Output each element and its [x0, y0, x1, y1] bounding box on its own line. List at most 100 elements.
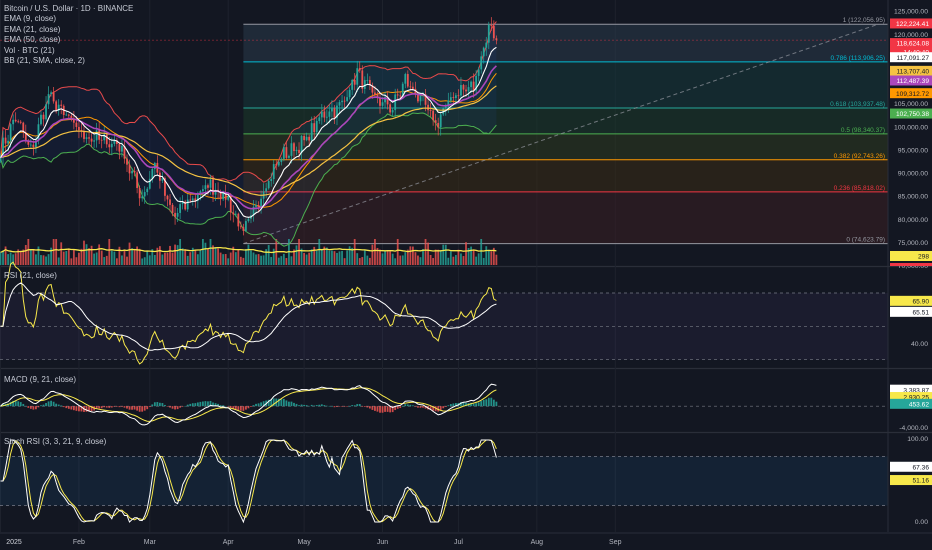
candle-body — [379, 97, 381, 106]
macd-histogram-bar — [113, 406, 116, 407]
macd-histogram-bar — [17, 401, 20, 407]
candle-body — [204, 185, 207, 190]
time-axis-label: May — [297, 539, 311, 546]
macd-histogram-bar — [325, 405, 328, 407]
volume-bar — [72, 249, 75, 265]
macd-histogram-bar — [250, 406, 252, 407]
macd-histogram-bar — [35, 406, 37, 410]
stoch-tag-text: 67.36 — [912, 464, 929, 471]
volume-bar — [22, 249, 25, 265]
candle-body — [272, 164, 275, 180]
volume-bar — [151, 249, 154, 265]
candle-body — [164, 178, 166, 196]
macd-histogram-bar — [396, 406, 399, 409]
macd-histogram-bar — [156, 402, 159, 407]
macd-histogram-bar — [452, 403, 455, 407]
macd-histogram-bar — [60, 405, 63, 407]
price-tag-text: 117,091.27 — [896, 55, 929, 62]
candle-body — [470, 81, 472, 88]
volume-bar — [490, 251, 493, 265]
fib-zone — [243, 191, 888, 244]
fib-zone — [243, 159, 888, 192]
candle-body — [260, 198, 262, 208]
volume-bar — [176, 245, 179, 265]
macd-histogram-bar — [310, 404, 313, 407]
indicator-ema50[interactable]: EMA (50, close) — [4, 35, 61, 45]
volume-bar — [108, 239, 111, 265]
volume-bar — [153, 254, 156, 265]
indicator-ema9[interactable]: EMA (9, close) — [4, 14, 57, 24]
macd-histogram-bar — [75, 406, 78, 411]
candle-body — [366, 80, 369, 81]
volume-tag-stub — [890, 263, 932, 266]
volume-bar — [2, 250, 4, 265]
macd-histogram-bar — [492, 399, 495, 407]
macd-histogram-bar — [298, 405, 300, 407]
indicator-volume[interactable]: Vol · BTC (21) — [4, 45, 55, 55]
macd-histogram-bar — [333, 406, 336, 408]
volume-bar — [55, 239, 58, 265]
macd-histogram-bar — [222, 405, 225, 407]
candle-body — [492, 25, 495, 39]
volume-bar — [255, 254, 257, 265]
candle-body — [42, 114, 45, 120]
volume-bar — [105, 255, 108, 265]
macd-histogram-bar — [176, 406, 179, 410]
candle-body — [40, 114, 42, 125]
macd-histogram-bar — [305, 405, 308, 407]
macd-histogram-bar — [389, 406, 392, 413]
volume-bar — [98, 244, 101, 265]
macd-histogram-bar — [277, 398, 280, 407]
macd-histogram-bar — [214, 403, 217, 407]
candle-body — [90, 138, 93, 142]
rsi-ma-line — [0, 282, 497, 351]
candle-body — [245, 221, 247, 231]
macd-histogram-bar — [447, 405, 450, 407]
volume-bar — [179, 239, 182, 265]
volume-bar — [338, 251, 341, 265]
macd-histogram-bar — [343, 406, 346, 407]
volume-bar — [409, 246, 412, 265]
candle-body — [95, 130, 98, 141]
volume-bar — [196, 254, 199, 265]
macd-histogram-bar — [422, 406, 424, 408]
fib-level-label: 1 (122,056.95) — [843, 17, 885, 24]
candle-body — [29, 144, 32, 146]
candle-body — [207, 185, 209, 188]
macd-histogram-bar — [444, 406, 447, 407]
volume-bar — [202, 239, 204, 265]
candle-body — [191, 198, 194, 201]
macd-pane-label[interactable]: MACD (9, 21, close) — [4, 375, 77, 384]
macd-histogram-bar — [290, 401, 293, 407]
candle-body — [100, 139, 103, 141]
indicator-ema21[interactable]: EMA (21, close) — [4, 24, 61, 34]
candle-body — [17, 121, 20, 123]
rsi-pane-label[interactable]: RSI (21, close) — [4, 271, 57, 280]
indicator-bollinger[interactable]: BB (21, SMA, close, 2) — [4, 56, 85, 66]
macd-histogram-bar — [442, 406, 445, 409]
volume-bar — [305, 254, 308, 265]
volume-bar — [290, 256, 293, 265]
volume-bar — [320, 248, 323, 265]
candle-body — [300, 135, 303, 153]
macd-histogram-bar — [42, 404, 45, 407]
volume-bar — [389, 251, 392, 265]
stoch-pane-label[interactable]: Stoch RSI (3, 3, 21, 9, close) — [4, 437, 107, 446]
volume-bar — [148, 255, 151, 265]
macd-histogram-bar — [136, 406, 139, 411]
macd-histogram-bar — [245, 406, 247, 410]
macd-histogram-bar — [32, 406, 35, 410]
volume-bar — [277, 257, 280, 265]
macd-histogram-bar — [270, 399, 273, 407]
candle-body — [108, 144, 111, 148]
volume-bar — [62, 251, 65, 265]
price-tag — [890, 108, 932, 119]
candle-body — [275, 164, 278, 166]
volume-bar — [386, 250, 389, 265]
volume-bar — [442, 244, 445, 265]
volume-bar — [29, 249, 32, 265]
candle-body — [57, 104, 60, 111]
volume-bar — [88, 248, 90, 265]
macd-tag — [890, 398, 932, 409]
